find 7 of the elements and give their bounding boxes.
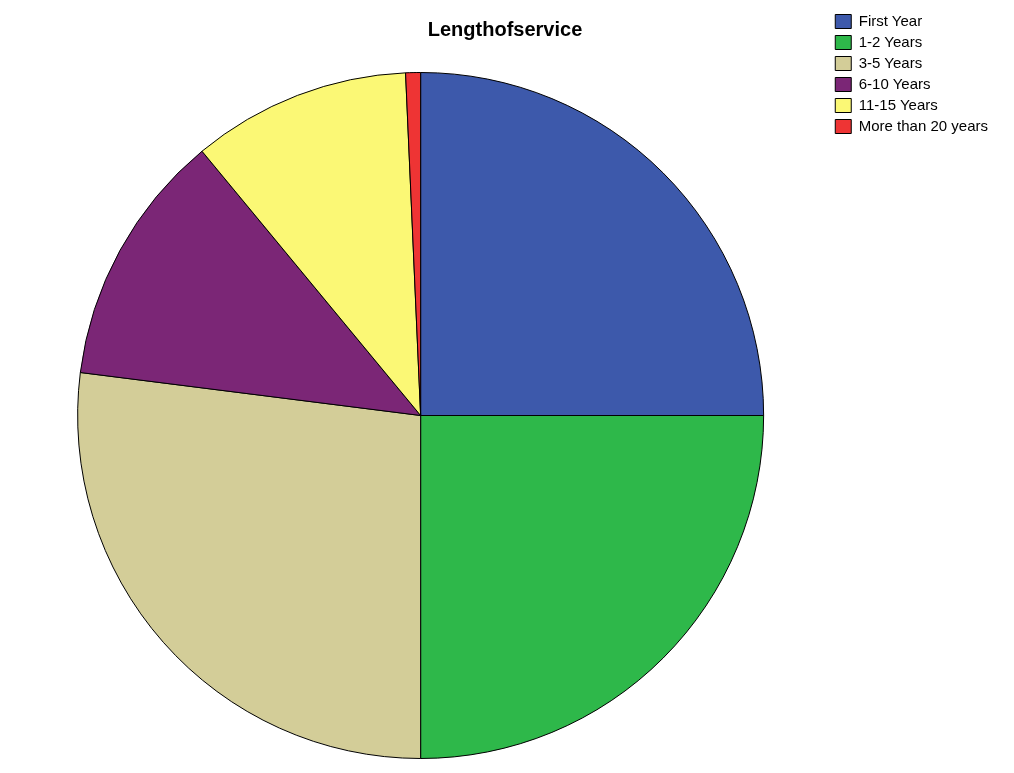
legend-label: First Year [858,11,923,29]
legend-label: 1-2 Years [858,32,923,50]
legend-label: 11-15 Years [858,95,938,113]
legend-label: 3-5 Years [858,53,923,71]
chart-title: Lengthofservice [427,17,583,40]
legend-label: More than 20 years [858,116,989,134]
legend-label: 6-10 Years [858,74,931,92]
